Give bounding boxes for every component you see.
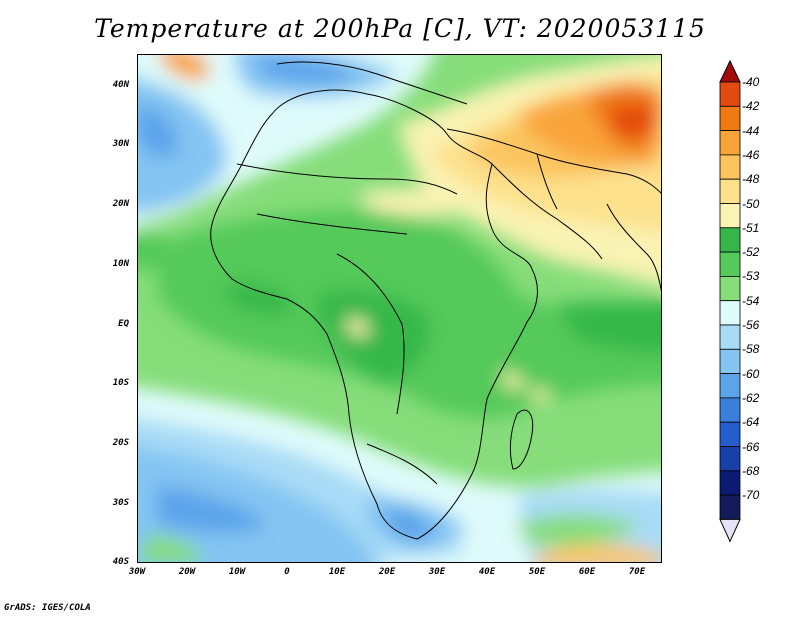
colorbar-arrow-top	[719, 59, 741, 83]
coastlines	[210, 61, 662, 540]
border-southern	[366, 443, 438, 485]
colorbar-label: -42	[742, 99, 760, 114]
x-tick-label: 20W	[178, 567, 196, 577]
y-tick-label: EQ	[118, 319, 129, 329]
colorbar-swatch	[719, 203, 741, 229]
border-central	[336, 253, 405, 415]
grads-credit: GrADS: IGES/COLA	[4, 603, 91, 613]
x-tick-label: 50E	[528, 567, 546, 577]
x-tick-label: 10E	[328, 567, 346, 577]
y-tick-label: 40N	[112, 80, 129, 90]
africa-outline	[210, 89, 538, 540]
india-coast	[606, 203, 662, 295]
map-panel	[137, 54, 662, 563]
border-sahel	[256, 213, 408, 235]
temperature-field	[137, 54, 662, 563]
colorbar-swatch	[719, 421, 741, 447]
temperature-map	[137, 54, 662, 563]
colorbar-swatch	[719, 105, 741, 131]
colorbar-swatch	[719, 324, 741, 350]
y-tick-label: 30N	[112, 139, 129, 149]
y-tick-label: 30S	[112, 498, 129, 508]
y-tick-label: 40S	[112, 557, 129, 567]
colorbar-graphic	[719, 59, 741, 543]
x-tick-label: 10W	[228, 567, 246, 577]
colorbar-swatch	[719, 446, 741, 472]
colorbar-label: -60	[742, 366, 760, 381]
colorbar-label: -70	[742, 488, 760, 503]
mediterranean-coast	[276, 61, 468, 105]
colorbar-swatch	[719, 227, 741, 253]
colorbar	[718, 59, 742, 564]
y-tick-label: 20N	[112, 199, 129, 209]
madagascar-outline	[509, 409, 534, 470]
colorbar-label: -48	[742, 172, 760, 187]
colorbar-swatch	[719, 470, 741, 496]
y-tick-label: 10N	[112, 259, 129, 269]
colorbar-label: -66	[742, 439, 760, 454]
colorbar-label: -44	[742, 123, 760, 138]
colorbar-swatch	[719, 275, 741, 302]
gulf-coast	[536, 153, 558, 210]
x-tick-label: 40E	[478, 567, 496, 577]
map-border	[137, 54, 662, 563]
colorbar-label: -53	[742, 269, 760, 284]
colorbar-swatch	[719, 154, 741, 180]
colorbar-arrow-bottom	[719, 518, 741, 543]
colorbar-swatch	[719, 300, 741, 326]
colorbar-swatch	[719, 81, 741, 107]
colorbar-label: -58	[742, 342, 760, 357]
y-tick-label: 20S	[112, 438, 129, 448]
colorbar-label: -56	[742, 318, 760, 332]
colorbar-label: -46	[742, 147, 760, 162]
colorbar-label: -50	[742, 196, 760, 211]
y-tick-label: 10S	[112, 378, 129, 388]
colorbar-label: -54	[742, 293, 760, 308]
x-tick-label: 30W	[128, 567, 146, 577]
colorbar-label: -51	[742, 220, 760, 235]
colorbar-swatch	[719, 251, 741, 277]
x-tick-label: 20E	[378, 567, 396, 577]
colorbar-label: -62	[742, 390, 760, 405]
border-sahara	[236, 163, 458, 195]
x-tick-label: 70E	[628, 567, 646, 577]
colorbar-label: -52	[742, 245, 760, 260]
chart-title: Temperature at 200hPa [C], VT: 202005311…	[94, 14, 706, 43]
x-tick-label: 60E	[578, 567, 596, 577]
colorbar-label: -68	[742, 463, 760, 478]
colorbar-swatch	[719, 348, 741, 374]
asia-coast	[446, 128, 662, 195]
colorbar-swatch	[719, 130, 741, 156]
colorbar-swatch	[719, 373, 741, 399]
colorbar-swatch	[719, 494, 741, 520]
colorbar-swatch	[719, 397, 741, 423]
colorbar-swatch	[719, 178, 741, 204]
x-tick-label: 30E	[428, 567, 446, 577]
red-sea-coast	[491, 163, 603, 260]
colorbar-label: -64	[742, 415, 760, 430]
x-tick-label: 0	[284, 567, 290, 577]
colorbar-label: -40	[742, 75, 760, 89]
